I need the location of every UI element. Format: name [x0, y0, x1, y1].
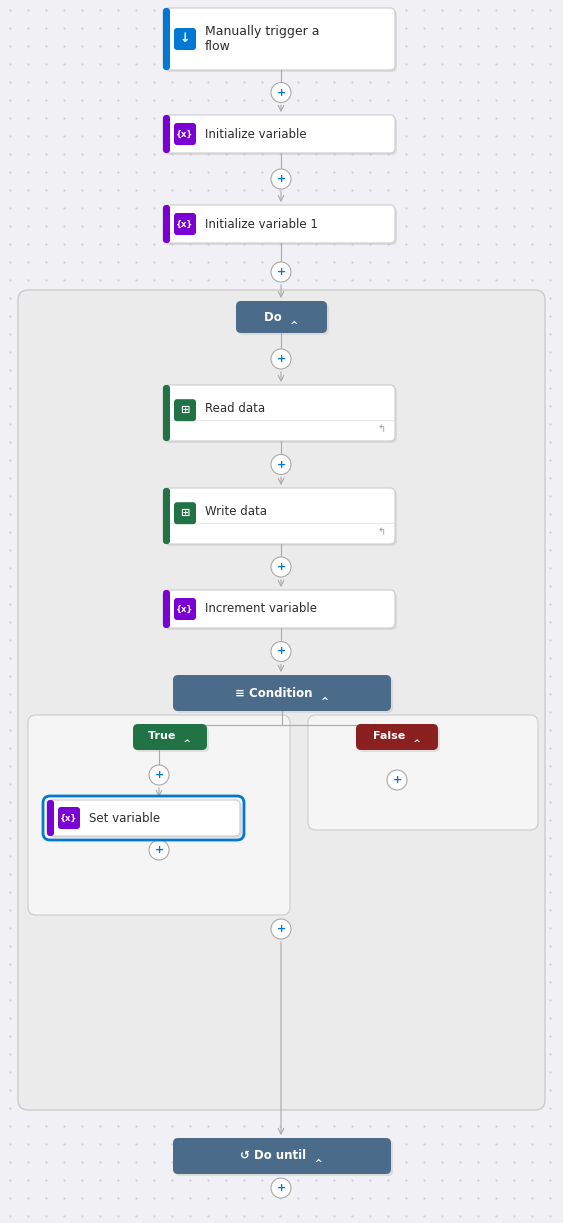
Text: +: + [276, 353, 285, 364]
Text: Initialize variable: Initialize variable [205, 127, 307, 141]
Text: +: + [276, 174, 285, 183]
FancyBboxPatch shape [174, 503, 196, 525]
FancyBboxPatch shape [358, 726, 440, 752]
FancyBboxPatch shape [165, 490, 397, 545]
FancyBboxPatch shape [163, 9, 170, 70]
FancyBboxPatch shape [173, 675, 391, 711]
Circle shape [271, 455, 291, 475]
Text: +: + [276, 563, 285, 572]
Circle shape [271, 918, 291, 939]
Text: ⊞: ⊞ [180, 509, 190, 519]
Text: +: + [154, 770, 164, 780]
Text: ↺ Do until  ‸: ↺ Do until ‸ [240, 1150, 324, 1163]
FancyBboxPatch shape [163, 385, 395, 442]
FancyBboxPatch shape [174, 598, 196, 620]
FancyBboxPatch shape [163, 9, 395, 70]
Text: ↰: ↰ [377, 423, 385, 434]
FancyBboxPatch shape [163, 205, 395, 243]
Circle shape [271, 1178, 291, 1199]
Text: +: + [276, 460, 285, 470]
FancyBboxPatch shape [174, 124, 196, 146]
FancyBboxPatch shape [163, 115, 395, 153]
Text: Initialize variable 1: Initialize variable 1 [205, 218, 318, 230]
Circle shape [271, 556, 291, 577]
Circle shape [387, 770, 407, 790]
Text: Do  ‸: Do ‸ [264, 311, 299, 324]
FancyBboxPatch shape [165, 386, 397, 443]
FancyBboxPatch shape [238, 303, 329, 335]
Text: ↓: ↓ [180, 33, 190, 45]
Circle shape [271, 262, 291, 283]
FancyBboxPatch shape [163, 488, 395, 544]
FancyBboxPatch shape [175, 678, 393, 713]
Text: Write data: Write data [205, 505, 267, 519]
Text: +: + [276, 1183, 285, 1192]
Circle shape [271, 169, 291, 190]
Text: Read data: Read data [205, 402, 265, 415]
FancyBboxPatch shape [165, 207, 397, 245]
FancyBboxPatch shape [47, 800, 240, 837]
FancyBboxPatch shape [174, 213, 196, 235]
Text: {x}: {x} [176, 130, 194, 138]
Text: Manually trigger a
flow: Manually trigger a flow [205, 24, 319, 53]
FancyBboxPatch shape [165, 592, 397, 630]
FancyBboxPatch shape [173, 1137, 391, 1174]
FancyBboxPatch shape [18, 290, 545, 1110]
FancyBboxPatch shape [236, 301, 327, 333]
Text: True  ‸: True ‸ [149, 731, 191, 742]
Circle shape [271, 82, 291, 103]
Circle shape [149, 766, 169, 785]
FancyBboxPatch shape [163, 589, 395, 627]
FancyBboxPatch shape [308, 715, 538, 830]
FancyBboxPatch shape [356, 724, 438, 750]
FancyBboxPatch shape [163, 589, 170, 627]
Text: +: + [276, 647, 285, 657]
Circle shape [271, 349, 291, 369]
FancyBboxPatch shape [133, 724, 207, 750]
FancyBboxPatch shape [28, 715, 290, 915]
FancyBboxPatch shape [135, 726, 209, 752]
Text: ↰: ↰ [377, 527, 385, 537]
FancyBboxPatch shape [49, 802, 242, 838]
Text: +: + [276, 925, 285, 934]
Text: Increment variable: Increment variable [205, 603, 317, 615]
Text: +: + [276, 88, 285, 98]
Text: +: + [154, 845, 164, 855]
FancyBboxPatch shape [47, 800, 54, 837]
Circle shape [149, 840, 169, 860]
Text: ≡ Condition  ‸: ≡ Condition ‸ [235, 686, 329, 700]
FancyBboxPatch shape [165, 117, 397, 155]
Text: +: + [276, 267, 285, 276]
FancyBboxPatch shape [163, 205, 170, 243]
Text: {x}: {x} [176, 604, 194, 614]
Text: False  ‸: False ‸ [373, 731, 421, 742]
FancyBboxPatch shape [58, 807, 80, 829]
Circle shape [271, 642, 291, 662]
FancyBboxPatch shape [174, 399, 196, 421]
Text: +: + [392, 775, 401, 785]
FancyBboxPatch shape [175, 1140, 393, 1177]
Text: ⊞: ⊞ [180, 405, 190, 415]
FancyBboxPatch shape [174, 28, 196, 50]
Text: {x}: {x} [176, 219, 194, 229]
FancyBboxPatch shape [163, 488, 170, 544]
Text: Set variable: Set variable [89, 812, 160, 824]
FancyBboxPatch shape [165, 10, 397, 72]
FancyBboxPatch shape [163, 385, 170, 442]
Text: {x}: {x} [60, 813, 78, 823]
FancyBboxPatch shape [163, 115, 170, 153]
